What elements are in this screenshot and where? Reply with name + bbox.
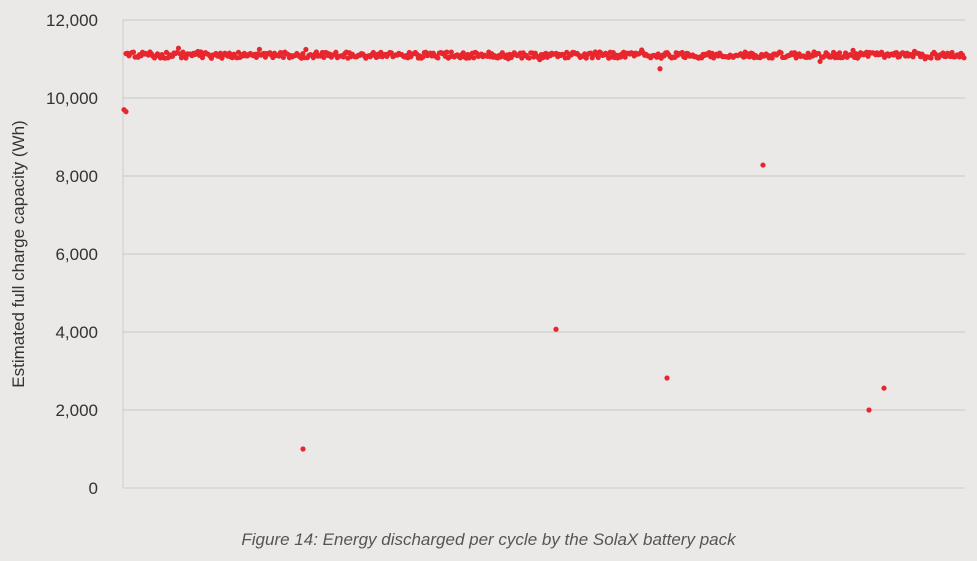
data-point [850, 47, 856, 53]
data-point [300, 50, 306, 57]
y-tick-label: 10,000 [46, 89, 98, 108]
data-points [121, 45, 967, 452]
data-point-outlier [881, 385, 887, 391]
y-tick-label: 2,000 [55, 401, 98, 420]
data-point [226, 50, 233, 56]
y-tick-label: 0 [89, 479, 98, 498]
y-tick-label: 4,000 [55, 323, 98, 342]
data-point [280, 54, 287, 61]
data-point-outlier [300, 446, 306, 452]
scatter-chart: 0 2,000 4,000 6,000 8,000 10,000 12,000 Estima… [9, 11, 967, 498]
y-tick-labels: 0 2,000 4,000 6,000 8,000 10,000 12,000 [46, 11, 98, 498]
data-point [333, 49, 339, 55]
data-point [893, 50, 900, 56]
data-point [303, 46, 309, 53]
data-point [622, 54, 628, 60]
y-tick-label: 12,000 [46, 11, 98, 30]
data-point [769, 55, 775, 61]
data-point [778, 50, 784, 56]
gridlines [122, 19, 965, 489]
y-tick-label: 6,000 [55, 245, 98, 264]
data-point [130, 49, 137, 55]
data-point-outlier [664, 375, 670, 381]
data-point [815, 50, 822, 57]
data-point [817, 58, 823, 64]
data-point [256, 46, 263, 52]
figure-caption: Figure 14: Energy discharged per cycle b… [241, 530, 736, 549]
data-point [420, 54, 426, 60]
data-point [448, 49, 454, 55]
data-point [595, 54, 601, 61]
data-point [444, 49, 450, 55]
data-point-outlier [866, 407, 872, 413]
data-point [180, 49, 186, 55]
data-point [175, 45, 182, 51]
data-point [679, 49, 685, 56]
data-point [460, 50, 466, 56]
data-point-outlier [657, 66, 663, 72]
data-point [471, 55, 477, 61]
y-axis-title: Estimated full charge capacity (Wh) [9, 120, 28, 387]
data-point [836, 50, 843, 56]
data-point [313, 49, 319, 55]
data-point [183, 55, 189, 61]
data-point [435, 55, 441, 61]
data-point-outlier [760, 162, 766, 168]
data-point [910, 54, 916, 60]
data-point [949, 49, 955, 56]
data-point [321, 54, 327, 60]
data-point [526, 55, 532, 61]
y-tick-label: 8,000 [55, 167, 98, 186]
data-point [928, 55, 934, 61]
data-point [961, 55, 967, 61]
data-point [682, 54, 688, 61]
data-point-outlier [123, 109, 129, 115]
data-point-outlier [553, 326, 559, 332]
